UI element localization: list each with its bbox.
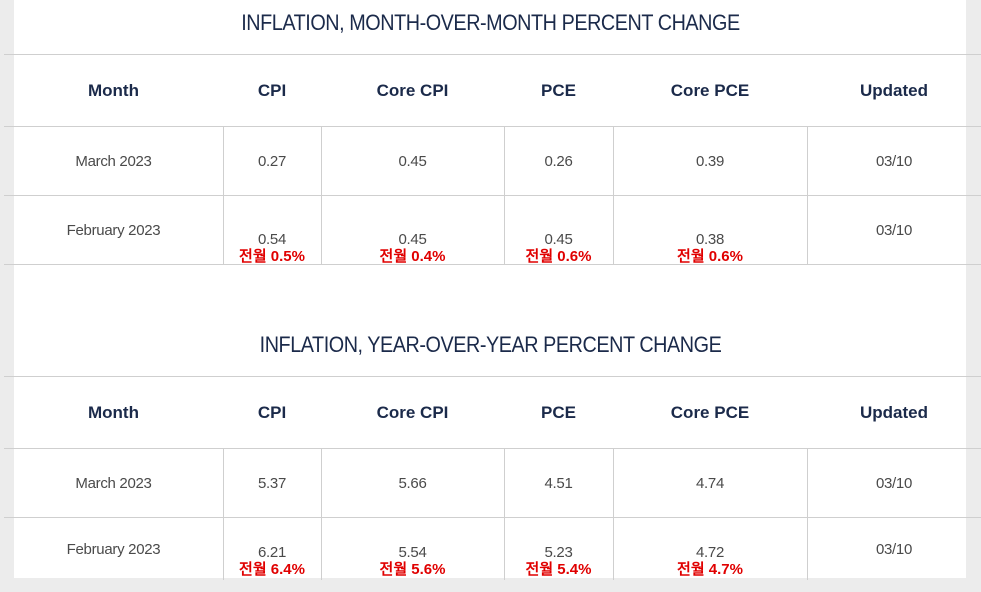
cell-pce: 4.51 bbox=[544, 474, 573, 492]
column-divider bbox=[504, 518, 505, 580]
header-updated: Updated bbox=[860, 80, 928, 100]
cell-value: 0.54 bbox=[258, 231, 286, 248]
column-divider bbox=[613, 518, 614, 580]
cell-core-pce: 0.38 전월 0.6% bbox=[613, 196, 807, 282]
table-row: February 2023 6.21 전월 6.4% 5.54 전월 5.6% … bbox=[0, 518, 981, 580]
cell-core-cpi: 5.66 bbox=[398, 474, 427, 492]
header-core-cpi: Core CPI bbox=[376, 402, 449, 422]
table-row: February 2023 0.54 전월 0.5% 0.45 전월 0.4% … bbox=[0, 196, 981, 265]
column-divider bbox=[223, 196, 224, 264]
divider bbox=[4, 448, 981, 449]
cell-pce: 0.45 전월 0.6% bbox=[504, 196, 613, 282]
cell-month: February 2023 bbox=[66, 540, 161, 558]
column-divider bbox=[504, 449, 505, 517]
cell-month: March 2023 bbox=[75, 152, 152, 170]
cell-updated: 03/10 bbox=[875, 474, 913, 492]
cell-core-cpi: 0.45 전월 0.4% bbox=[321, 196, 504, 282]
column-divider bbox=[807, 449, 808, 517]
divider bbox=[4, 264, 981, 265]
divider bbox=[4, 376, 981, 377]
cell-core-cpi: 5.54 전월 5.6% bbox=[321, 518, 504, 592]
annotation-note: 전월 5.4% bbox=[525, 561, 592, 578]
table-header-row: Month CPI Core CPI PCE Core PCE Updated bbox=[0, 377, 981, 448]
header-pce: PCE bbox=[541, 80, 576, 100]
table-row: March 2023 0.27 0.45 0.26 0.39 03/10 bbox=[0, 127, 981, 195]
divider bbox=[4, 54, 981, 55]
cell-cpi: 0.54 전월 0.5% bbox=[223, 196, 321, 282]
cell-value: 5.54 bbox=[398, 544, 427, 561]
cell-core-pce: 0.39 bbox=[696, 152, 724, 170]
annotation-note: 전월 5.6% bbox=[379, 561, 446, 578]
header-core-pce: Core PCE bbox=[670, 80, 750, 100]
annotation-note: 전월 0.4% bbox=[379, 248, 446, 265]
cell-value: 5.23 bbox=[544, 544, 573, 561]
column-divider bbox=[321, 196, 322, 264]
column-divider bbox=[807, 127, 808, 195]
header-cpi: CPI bbox=[257, 402, 287, 422]
divider bbox=[4, 195, 981, 196]
annotation-note: 전월 0.6% bbox=[677, 248, 743, 265]
cell-cpi: 5.37 bbox=[258, 474, 286, 492]
header-core-cpi: Core CPI bbox=[376, 80, 449, 100]
column-divider bbox=[613, 449, 614, 517]
table-header-row: Month CPI Core CPI PCE Core PCE Updated bbox=[0, 55, 981, 126]
annotation-note: 전월 4.7% bbox=[677, 561, 743, 578]
column-divider bbox=[321, 127, 322, 195]
cell-month: March 2023 bbox=[75, 474, 152, 492]
cell-updated: 03/10 bbox=[875, 221, 913, 239]
annotation-note: 전월 0.6% bbox=[525, 248, 592, 265]
column-divider bbox=[223, 449, 224, 517]
cell-pce: 5.23 전월 5.4% bbox=[504, 518, 613, 592]
cell-core-pce: 4.74 bbox=[696, 474, 724, 492]
header-month: Month bbox=[88, 402, 139, 422]
cell-value: 0.45 bbox=[544, 231, 573, 248]
column-divider bbox=[504, 196, 505, 264]
mom-table-title: INFLATION, MONTH-OVER-MONTH PERCENT CHAN… bbox=[241, 10, 740, 35]
column-divider bbox=[613, 196, 614, 264]
cell-value: 0.45 bbox=[398, 231, 427, 248]
cell-core-cpi: 0.45 bbox=[398, 152, 427, 170]
annotation-note: 전월 0.5% bbox=[239, 248, 305, 265]
column-divider bbox=[223, 518, 224, 580]
divider bbox=[4, 126, 981, 127]
cell-month: February 2023 bbox=[66, 221, 161, 239]
cell-value: 6.21 bbox=[258, 544, 286, 561]
cell-cpi: 0.27 bbox=[258, 152, 286, 170]
cell-core-pce: 4.72 전월 4.7% bbox=[613, 518, 807, 592]
column-divider bbox=[321, 449, 322, 517]
column-divider bbox=[807, 518, 808, 580]
cell-value: 4.72 bbox=[696, 544, 724, 561]
cell-updated: 03/10 bbox=[875, 152, 913, 170]
cell-value: 0.38 bbox=[696, 231, 724, 248]
divider bbox=[4, 517, 981, 518]
column-divider bbox=[613, 127, 614, 195]
column-divider bbox=[321, 518, 322, 580]
column-divider bbox=[504, 127, 505, 195]
header-updated: Updated bbox=[860, 402, 928, 422]
table-row: March 2023 5.37 5.66 4.51 4.74 03/10 bbox=[0, 449, 981, 517]
annotation-note: 전월 6.4% bbox=[239, 561, 305, 578]
header-core-pce: Core PCE bbox=[670, 402, 750, 422]
header-month: Month bbox=[88, 80, 139, 100]
header-cpi: CPI bbox=[257, 80, 287, 100]
header-pce: PCE bbox=[541, 402, 576, 422]
cell-updated: 03/10 bbox=[875, 540, 913, 558]
cell-pce: 0.26 bbox=[544, 152, 573, 170]
yoy-table-title: INFLATION, YEAR-OVER-YEAR PERCENT CHANGE bbox=[259, 332, 722, 357]
cell-cpi: 6.21 전월 6.4% bbox=[223, 518, 321, 592]
column-divider bbox=[807, 196, 808, 264]
column-divider bbox=[223, 127, 224, 195]
